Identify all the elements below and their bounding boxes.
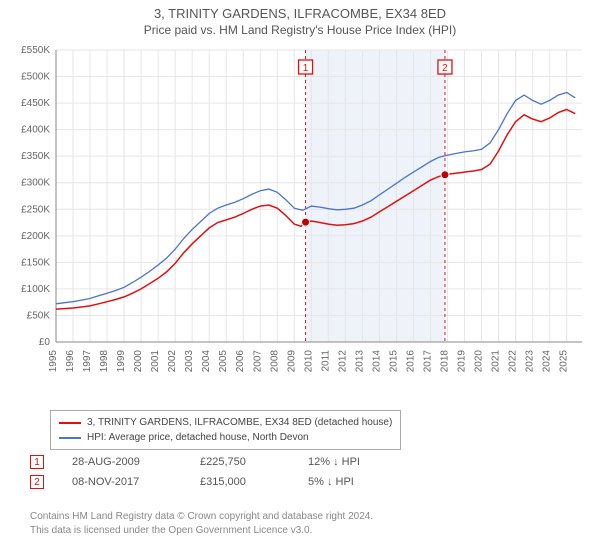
sale-price: £315,000 <box>200 476 280 488</box>
svg-text:2014: 2014 <box>371 350 382 373</box>
svg-text:1998: 1998 <box>99 350 110 373</box>
svg-text:2004: 2004 <box>201 350 212 373</box>
sale-date: 28-AUG-2009 <box>72 456 172 468</box>
svg-text:£350K: £350K <box>21 151 50 162</box>
sale-row: 1 28-AUG-2009 £225,750 12% ↓ HPI <box>30 455 360 469</box>
svg-text:2011: 2011 <box>320 350 331 372</box>
svg-text:2005: 2005 <box>218 350 229 373</box>
legend-item: HPI: Average price, detached house, Nort… <box>59 430 392 445</box>
svg-text:2016: 2016 <box>405 350 416 373</box>
svg-text:£0: £0 <box>39 337 51 348</box>
sales-table: 1 28-AUG-2009 £225,750 12% ↓ HPI 2 08-NOV-201… <box>30 455 360 495</box>
svg-text:2022: 2022 <box>508 350 519 373</box>
svg-text:£500K: £500K <box>21 72 50 83</box>
svg-text:2010: 2010 <box>303 350 314 373</box>
chart-title: 3, TRINITY GARDENS, ILFRACOMBE, EX34 8ED <box>0 0 600 21</box>
legend-label: 3, TRINITY GARDENS, ILFRACOMBE, EX34 8ED… <box>87 415 392 430</box>
sale-delta: 12% ↓ HPI <box>308 456 360 468</box>
legend-label: HPI: Average price, detached house, Nort… <box>87 430 309 445</box>
sale-marker-icon: 1 <box>30 455 44 469</box>
svg-text:2003: 2003 <box>184 350 195 373</box>
svg-text:2006: 2006 <box>235 350 246 373</box>
chart-svg: £0 £50K £100K £150K £200K £250K £300K £350K £400… <box>10 42 590 402</box>
svg-text:2: 2 <box>442 63 448 74</box>
sale-delta: 5% ↓ HPI <box>308 476 354 488</box>
svg-text:2008: 2008 <box>269 350 280 373</box>
legend-item: 3, TRINITY GARDENS, ILFRACOMBE, EX34 8ED… <box>59 415 392 430</box>
svg-text:1995: 1995 <box>48 350 59 373</box>
chart-subtitle: Price paid vs. HM Land Registry's House … <box>0 21 600 37</box>
footer-attribution: Contains HM Land Registry data © Crown c… <box>30 510 373 538</box>
svg-text:2007: 2007 <box>252 350 263 373</box>
svg-text:1996: 1996 <box>65 350 76 373</box>
svg-text:1997: 1997 <box>82 350 93 373</box>
svg-text:2002: 2002 <box>167 350 178 373</box>
legend: 3, TRINITY GARDENS, ILFRACOMBE, EX34 8ED… <box>50 410 401 450</box>
footer-line1: Contains HM Land Registry data © Crown c… <box>30 510 373 524</box>
svg-text:2000: 2000 <box>133 350 144 373</box>
svg-text:£50K: £50K <box>27 310 51 321</box>
svg-text:£300K: £300K <box>21 178 50 189</box>
chart-area: £0 £50K £100K £150K £200K £250K £300K £350K £400… <box>10 42 590 402</box>
svg-text:1999: 1999 <box>116 350 127 373</box>
svg-text:£450K: £450K <box>21 98 50 109</box>
sale-row: 2 08-NOV-2017 £315,000 5% ↓ HPI <box>30 475 360 489</box>
svg-text:£100K: £100K <box>21 284 50 295</box>
svg-text:£150K: £150K <box>21 257 50 268</box>
svg-text:2020: 2020 <box>474 350 485 373</box>
svg-text:2012: 2012 <box>337 350 348 373</box>
svg-text:2017: 2017 <box>422 350 433 373</box>
svg-text:2024: 2024 <box>542 350 553 373</box>
svg-text:£200K: £200K <box>21 231 50 242</box>
svg-text:2023: 2023 <box>525 350 536 373</box>
legend-swatch <box>59 422 81 424</box>
svg-text:2001: 2001 <box>150 350 161 373</box>
svg-text:£550K: £550K <box>21 45 50 56</box>
svg-text:1: 1 <box>303 63 309 74</box>
sale-price: £225,750 <box>200 456 280 468</box>
legend-swatch <box>59 437 81 439</box>
svg-text:2013: 2013 <box>354 350 365 373</box>
footer-line2: This data is licensed under the Open Gov… <box>30 524 373 538</box>
svg-text:2018: 2018 <box>440 350 451 373</box>
svg-text:2009: 2009 <box>286 350 297 373</box>
sale-marker-icon: 2 <box>30 475 44 489</box>
svg-text:2021: 2021 <box>491 350 502 373</box>
svg-text:£250K: £250K <box>21 204 50 215</box>
svg-text:£400K: £400K <box>21 125 50 136</box>
svg-text:2025: 2025 <box>559 350 570 373</box>
sale-date: 08-NOV-2017 <box>72 476 172 488</box>
svg-text:2019: 2019 <box>457 350 468 373</box>
svg-text:2015: 2015 <box>388 350 399 373</box>
